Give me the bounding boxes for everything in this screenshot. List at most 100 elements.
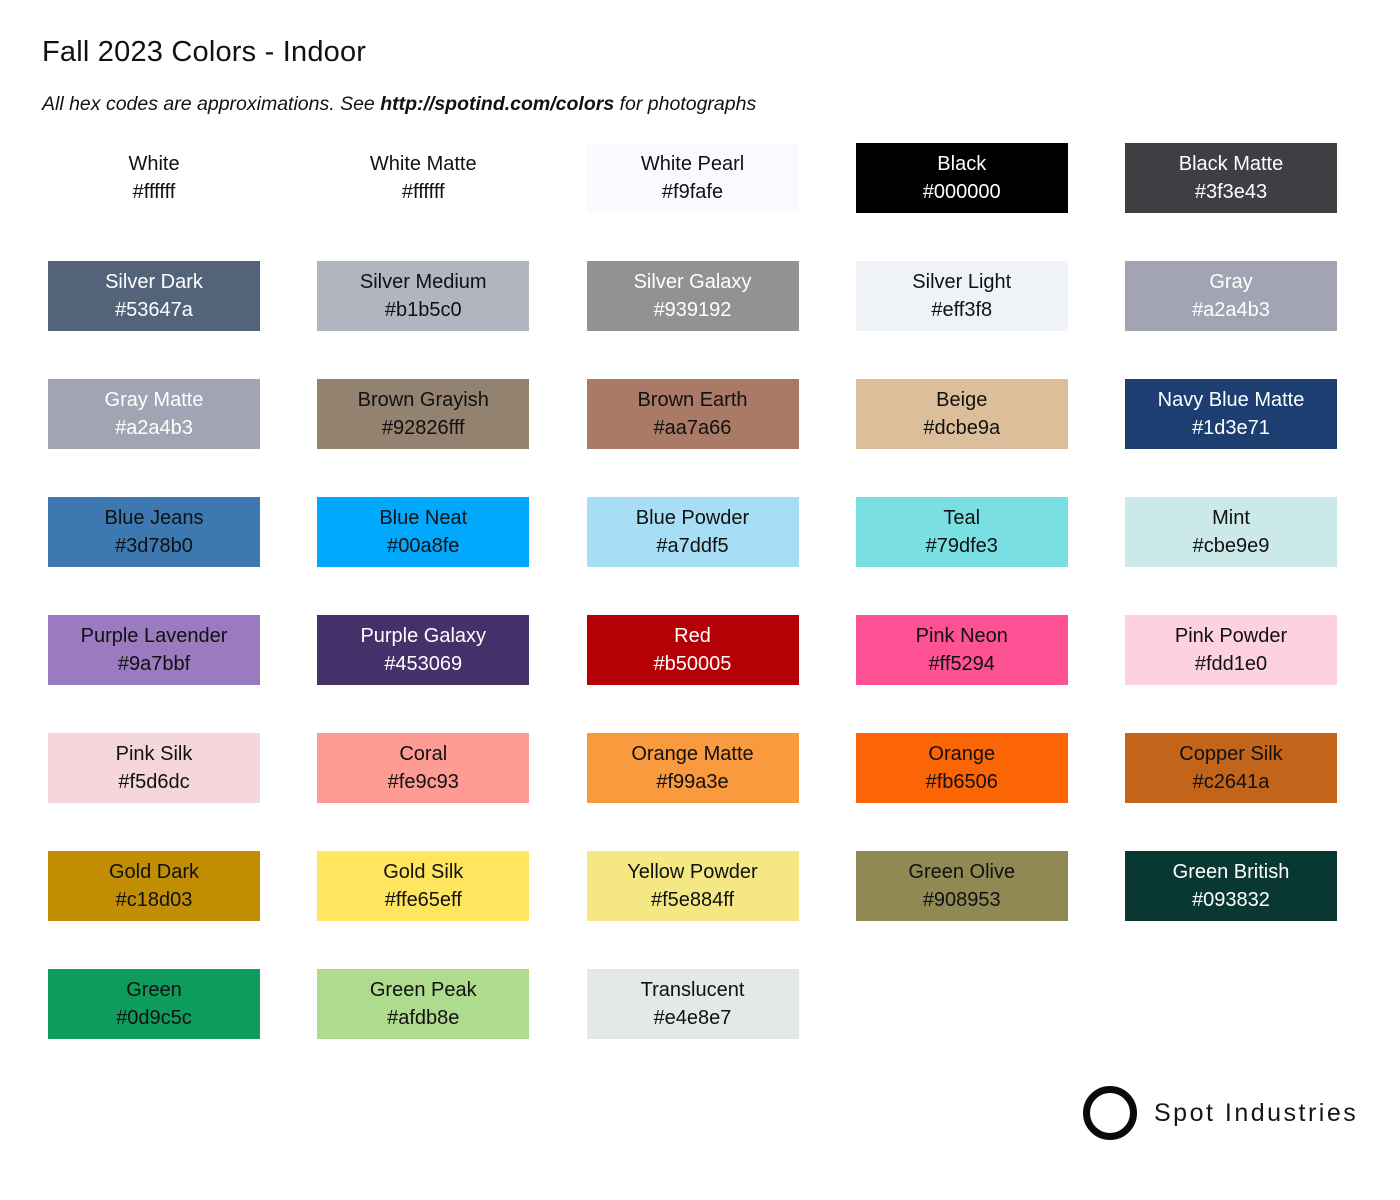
color-swatch: Green Peak #afdb8e (317, 969, 530, 1039)
color-swatch: Purple Lavender #9a7bbf (48, 615, 260, 685)
color-name: White Pearl (640, 153, 745, 175)
color-swatch: Silver Light #eff3f8 (855, 261, 1068, 331)
color-swatch: Brown Earth #aa7a66 (586, 379, 799, 449)
color-swatch: Blue Jeans #3d78b0 (48, 497, 260, 567)
color-name: Beige (936, 389, 988, 411)
color-swatch: Pink Neon #ff5294 (855, 615, 1068, 685)
color-hex-code: #9a7bbf (117, 653, 191, 675)
color-hex-code: #92826fff (381, 417, 465, 439)
color-swatch: Black #000000 (855, 143, 1068, 213)
color-swatch: Yellow Powder #f5e884ff (586, 851, 799, 921)
color-swatch: Translucent #e4e8e7 (586, 969, 799, 1039)
color-hex-code: #ff5294 (928, 653, 995, 675)
color-name: Silver Galaxy (633, 271, 752, 293)
color-swatch: Coral #fe9c93 (317, 733, 530, 803)
color-hex-code: #e4e8e7 (653, 1007, 732, 1029)
color-name: Silver Light (912, 271, 1012, 293)
color-hex-code: #ffffff (132, 181, 176, 203)
color-hex-code: #c2641a (1192, 771, 1270, 793)
color-name: Gold Dark (108, 861, 200, 883)
color-swatch: Gray #a2a4b3 (1125, 261, 1337, 331)
color-swatch: Gray Matte #a2a4b3 (48, 379, 260, 449)
color-swatch: Blue Neat #00a8fe (317, 497, 530, 567)
color-name: Navy Blue Matte (1157, 389, 1305, 411)
color-hex-code: #fb6506 (925, 771, 998, 793)
color-hex-code: #eff3f8 (931, 299, 993, 321)
color-swatch: Mint #cbe9e9 (1125, 497, 1337, 567)
color-name: Copper Silk (1179, 743, 1283, 765)
color-name: Pink Neon (915, 625, 1008, 647)
color-hex-code: #79dfe3 (925, 535, 998, 557)
color-hex-code: #908953 (922, 889, 1001, 911)
color-hex-code: #cbe9e9 (1192, 535, 1270, 557)
color-hex-code: #fe9c93 (387, 771, 459, 793)
color-hex-code: #a2a4b3 (1192, 299, 1270, 321)
subtitle-suffix: for photographs (614, 93, 757, 115)
color-name: Black Matte (1178, 153, 1284, 175)
color-swatch: Beige #dcbe9a (855, 379, 1068, 449)
color-name: Blue Neat (379, 507, 468, 529)
color-swatch: Copper Silk #c2641a (1125, 733, 1337, 803)
color-name: Brown Grayish (357, 389, 489, 411)
color-hex-code: #f5e884ff (650, 889, 735, 911)
color-name: Black (937, 153, 987, 175)
color-name: Green Olive (908, 861, 1016, 883)
color-swatch: Green Olive #908953 (855, 851, 1068, 921)
brand-logo: Spot Industries (1083, 1086, 1358, 1140)
swatch-grid: White #ffffff White Matte #ffffff White … (48, 143, 1337, 1039)
color-hex-code: #a7ddf5 (656, 535, 729, 557)
color-hex-code: #00a8fe (387, 535, 460, 557)
color-name: Gold Silk (383, 861, 464, 883)
color-name: Green British (1172, 861, 1290, 883)
color-hex-code: #453069 (384, 653, 463, 675)
color-hex-code: #093832 (1192, 889, 1270, 911)
color-name: Purple Lavender (80, 625, 228, 647)
color-hex-code: #3f3e43 (1194, 181, 1268, 203)
color-swatch: Silver Medium #b1b5c0 (317, 261, 530, 331)
color-swatch: Pink Powder #fdd1e0 (1125, 615, 1337, 685)
color-hex-code: #b50005 (653, 653, 732, 675)
subtitle-prefix: All hex codes are approximations. See (42, 93, 381, 115)
color-name: Gray Matte (104, 389, 204, 411)
color-swatch: Silver Galaxy #939192 (586, 261, 799, 331)
color-hex-code: #c18d03 (115, 889, 193, 911)
color-hex-code: #000000 (922, 181, 1001, 203)
color-name: Red (674, 625, 711, 647)
color-hex-code: #f5d6dc (118, 771, 190, 793)
color-name: Orange (928, 743, 996, 765)
color-hex-code: #ffe65eff (384, 889, 462, 911)
color-swatch: Navy Blue Matte #1d3e71 (1125, 379, 1337, 449)
color-hex-code: #ffffff (401, 181, 445, 203)
color-hex-code: #53647a (115, 299, 193, 321)
subtitle: All hex codes are approximations. See ht… (42, 93, 756, 116)
color-name: Coral (399, 743, 448, 765)
color-swatch: Purple Galaxy #453069 (317, 615, 530, 685)
color-swatch: Pink Silk #f5d6dc (48, 733, 260, 803)
color-swatch: Gold Dark #c18d03 (48, 851, 260, 921)
page-title: Fall 2023 Colors - Indoor (42, 36, 367, 68)
color-name: Silver Dark (105, 271, 203, 293)
color-swatch: White Matte #ffffff (317, 143, 530, 213)
color-swatch: White #ffffff (48, 143, 260, 213)
color-name: Silver Medium (359, 271, 487, 293)
color-name: Orange Matte (631, 743, 754, 765)
color-hex-code: #aa7a66 (653, 417, 732, 439)
color-hex-code: #939192 (653, 299, 732, 321)
color-swatch: Red #b50005 (586, 615, 799, 685)
color-swatch: Silver Dark #53647a (48, 261, 260, 331)
color-name: Gray (1209, 271, 1253, 293)
color-name: Green (126, 979, 182, 1001)
color-name: Pink Silk (115, 743, 193, 765)
color-swatch: Blue Powder #a7ddf5 (586, 497, 799, 567)
color-name: Teal (943, 507, 981, 529)
color-name: Blue Powder (635, 507, 750, 529)
color-swatch: Gold Silk #ffe65eff (317, 851, 530, 921)
color-hex-code: #0d9c5c (116, 1007, 192, 1029)
color-hex-code: #b1b5c0 (384, 299, 462, 321)
color-hex-code: #3d78b0 (115, 535, 193, 557)
color-name: Yellow Powder (627, 861, 758, 883)
color-name: Translucent (640, 979, 745, 1001)
color-name: Pink Powder (1174, 625, 1288, 647)
color-swatch: White Pearl #f9fafe (586, 143, 799, 213)
color-swatch: Green British #093832 (1125, 851, 1337, 921)
